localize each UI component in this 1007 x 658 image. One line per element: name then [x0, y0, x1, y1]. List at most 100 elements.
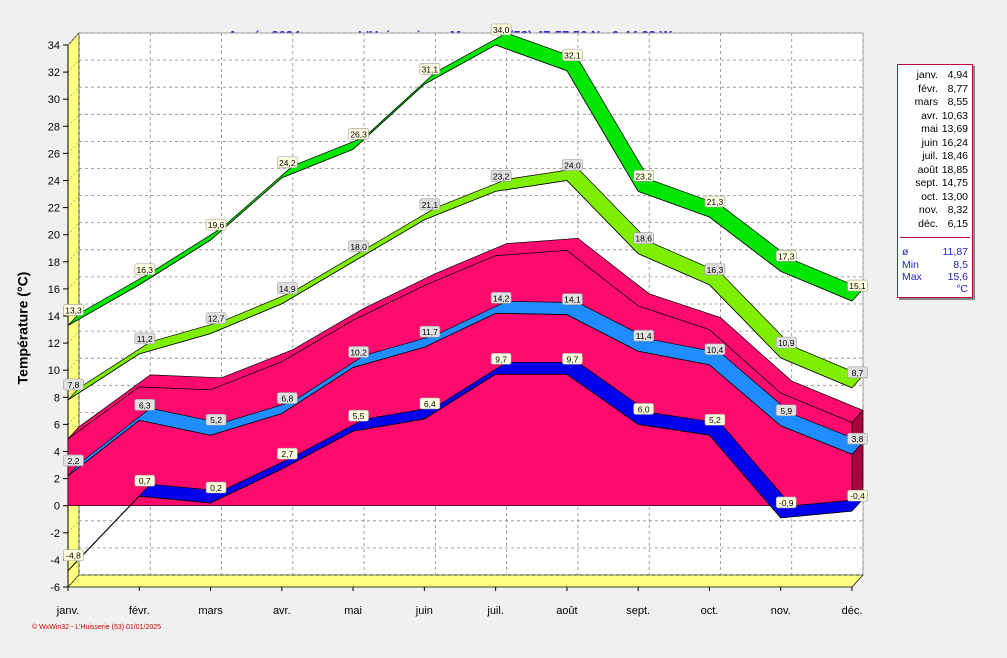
legend-row: juin 16,24	[898, 137, 972, 150]
y-tick-label: 34	[48, 40, 60, 52]
grid-line-side	[67, 195, 80, 208]
data-label-box	[348, 346, 369, 358]
data-label-box	[490, 23, 512, 36]
grid-line-side	[67, 59, 80, 73]
legend-month-label: août	[917, 163, 938, 176]
legend-row: juil. 18,46	[898, 150, 972, 163]
data-label-box	[562, 49, 583, 62]
y-tick-label: -4	[50, 555, 60, 567]
legend-unit-row: °C	[898, 283, 972, 296]
legend-month-value: 6,15	[947, 217, 968, 230]
data-label: 11,2	[137, 334, 153, 344]
data-label-box	[704, 195, 726, 208]
y-tick-label: -2	[50, 528, 60, 540]
data-label-box	[633, 170, 654, 182]
x-tick-label: oct.	[701, 605, 719, 617]
data-label-box	[63, 454, 84, 467]
data-label: 8,7	[852, 368, 864, 378]
data-label-box	[134, 332, 156, 345]
data-label-box	[847, 432, 868, 445]
data-label-box	[775, 404, 797, 417]
grid-line-side	[67, 86, 80, 100]
data-label-box	[704, 263, 726, 276]
data-label-box	[490, 291, 512, 304]
data-label: 9,7	[495, 354, 507, 364]
data-label-box	[205, 218, 227, 231]
y-tick-label: 24	[48, 176, 60, 188]
data-label-box	[775, 336, 797, 349]
data-label: 15,1	[849, 281, 866, 291]
legend-month-label: juil.	[922, 150, 938, 162]
data-label-box	[277, 392, 298, 404]
data-label-box	[775, 496, 797, 509]
legend-row: mai 13,69	[898, 123, 972, 136]
data-label-box	[562, 159, 583, 171]
series-max-abs-edge	[67, 44, 853, 326]
y-tick-label: 12	[48, 338, 60, 350]
data-label: 16,3	[136, 265, 153, 275]
data-label-box	[704, 343, 726, 356]
data-label-box	[348, 128, 369, 140]
data-label: 5,2	[709, 415, 721, 425]
legend-month-value: 16,24	[941, 136, 968, 149]
data-label-box	[419, 397, 441, 410]
legend-row: févr. 8,77	[898, 83, 972, 96]
data-label: 19,6	[208, 220, 225, 230]
legend-month-label: nov.	[918, 204, 938, 216]
data-label-box	[490, 352, 512, 365]
data-label-box	[277, 156, 298, 169]
data-label: 12,7	[208, 314, 225, 324]
legend-month-value: 8,77	[947, 82, 968, 95]
legend-stat-value: 11,87	[942, 246, 969, 258]
data-label: 32,1	[564, 51, 581, 61]
legend-divider	[900, 237, 970, 238]
x-tick-label: juin	[415, 605, 433, 617]
data-label-box	[205, 312, 227, 324]
legend-month-label: juin	[921, 136, 938, 149]
data-label: 14,2	[493, 293, 510, 303]
legend-month-label: mai	[921, 123, 938, 135]
data-label-box	[63, 378, 84, 391]
legend-stat-row: Max 15,6	[898, 271, 972, 284]
legend-row: sept. 14,75	[898, 177, 972, 190]
monthly-mean-legend: janv. 4,94 févr. 8,77 mars 8,55 avr. 10,63 mai 13…	[897, 64, 973, 298]
legend-month-label: mars	[914, 96, 938, 108]
grid-line-side	[67, 357, 80, 371]
grid-line-side	[67, 222, 80, 235]
y-tick-label: 16	[48, 284, 60, 296]
y-tick-label: 18	[48, 257, 60, 269]
data-label-box	[419, 62, 441, 75]
legend-stat-label: Min	[902, 258, 919, 271]
data-label-box	[847, 366, 868, 379]
y-tick-label: 30	[48, 94, 60, 106]
y-axis-label: Température (°C)	[14, 271, 31, 385]
data-label: 18,6	[635, 234, 652, 244]
data-label: 5,9	[780, 406, 792, 416]
data-label: 5,5	[353, 411, 365, 421]
data-label: 16,3	[707, 265, 724, 275]
legend-row: mars 8,55	[898, 96, 972, 109]
legend-row: déc. 6,15	[898, 218, 972, 231]
legend-stat-value: 8,5	[953, 258, 968, 271]
legend-stat-label: Max	[902, 271, 922, 283]
legend-stat-value: 15,6	[947, 271, 968, 283]
y-tick-label: 14	[48, 311, 60, 323]
data-label: 34,0	[493, 25, 510, 35]
data-label: 9,7	[566, 354, 578, 364]
data-label: 14,9	[279, 284, 296, 294]
legend-row: oct. 13,00	[898, 191, 972, 204]
grid-line-side	[67, 141, 80, 154]
legend-row: avr. 10,63	[898, 110, 972, 123]
legend-month-label: janv.	[916, 69, 938, 81]
footer-credit: © WxWin32 - L'Huisserie (53) 01/01/2025	[32, 624, 162, 631]
data-label: 17,3	[778, 251, 795, 261]
grid-line-side	[67, 276, 80, 290]
y-tick-label: -6	[50, 582, 60, 594]
x-tick-label: févr.	[129, 605, 150, 617]
y-tick-label: 32	[48, 67, 60, 79]
y-tick-label: 20	[48, 230, 60, 242]
data-label: 0,2	[210, 483, 222, 493]
data-label: 6,0	[638, 404, 650, 414]
data-label: 11,4	[636, 331, 652, 341]
data-label: 3,8	[852, 434, 864, 444]
